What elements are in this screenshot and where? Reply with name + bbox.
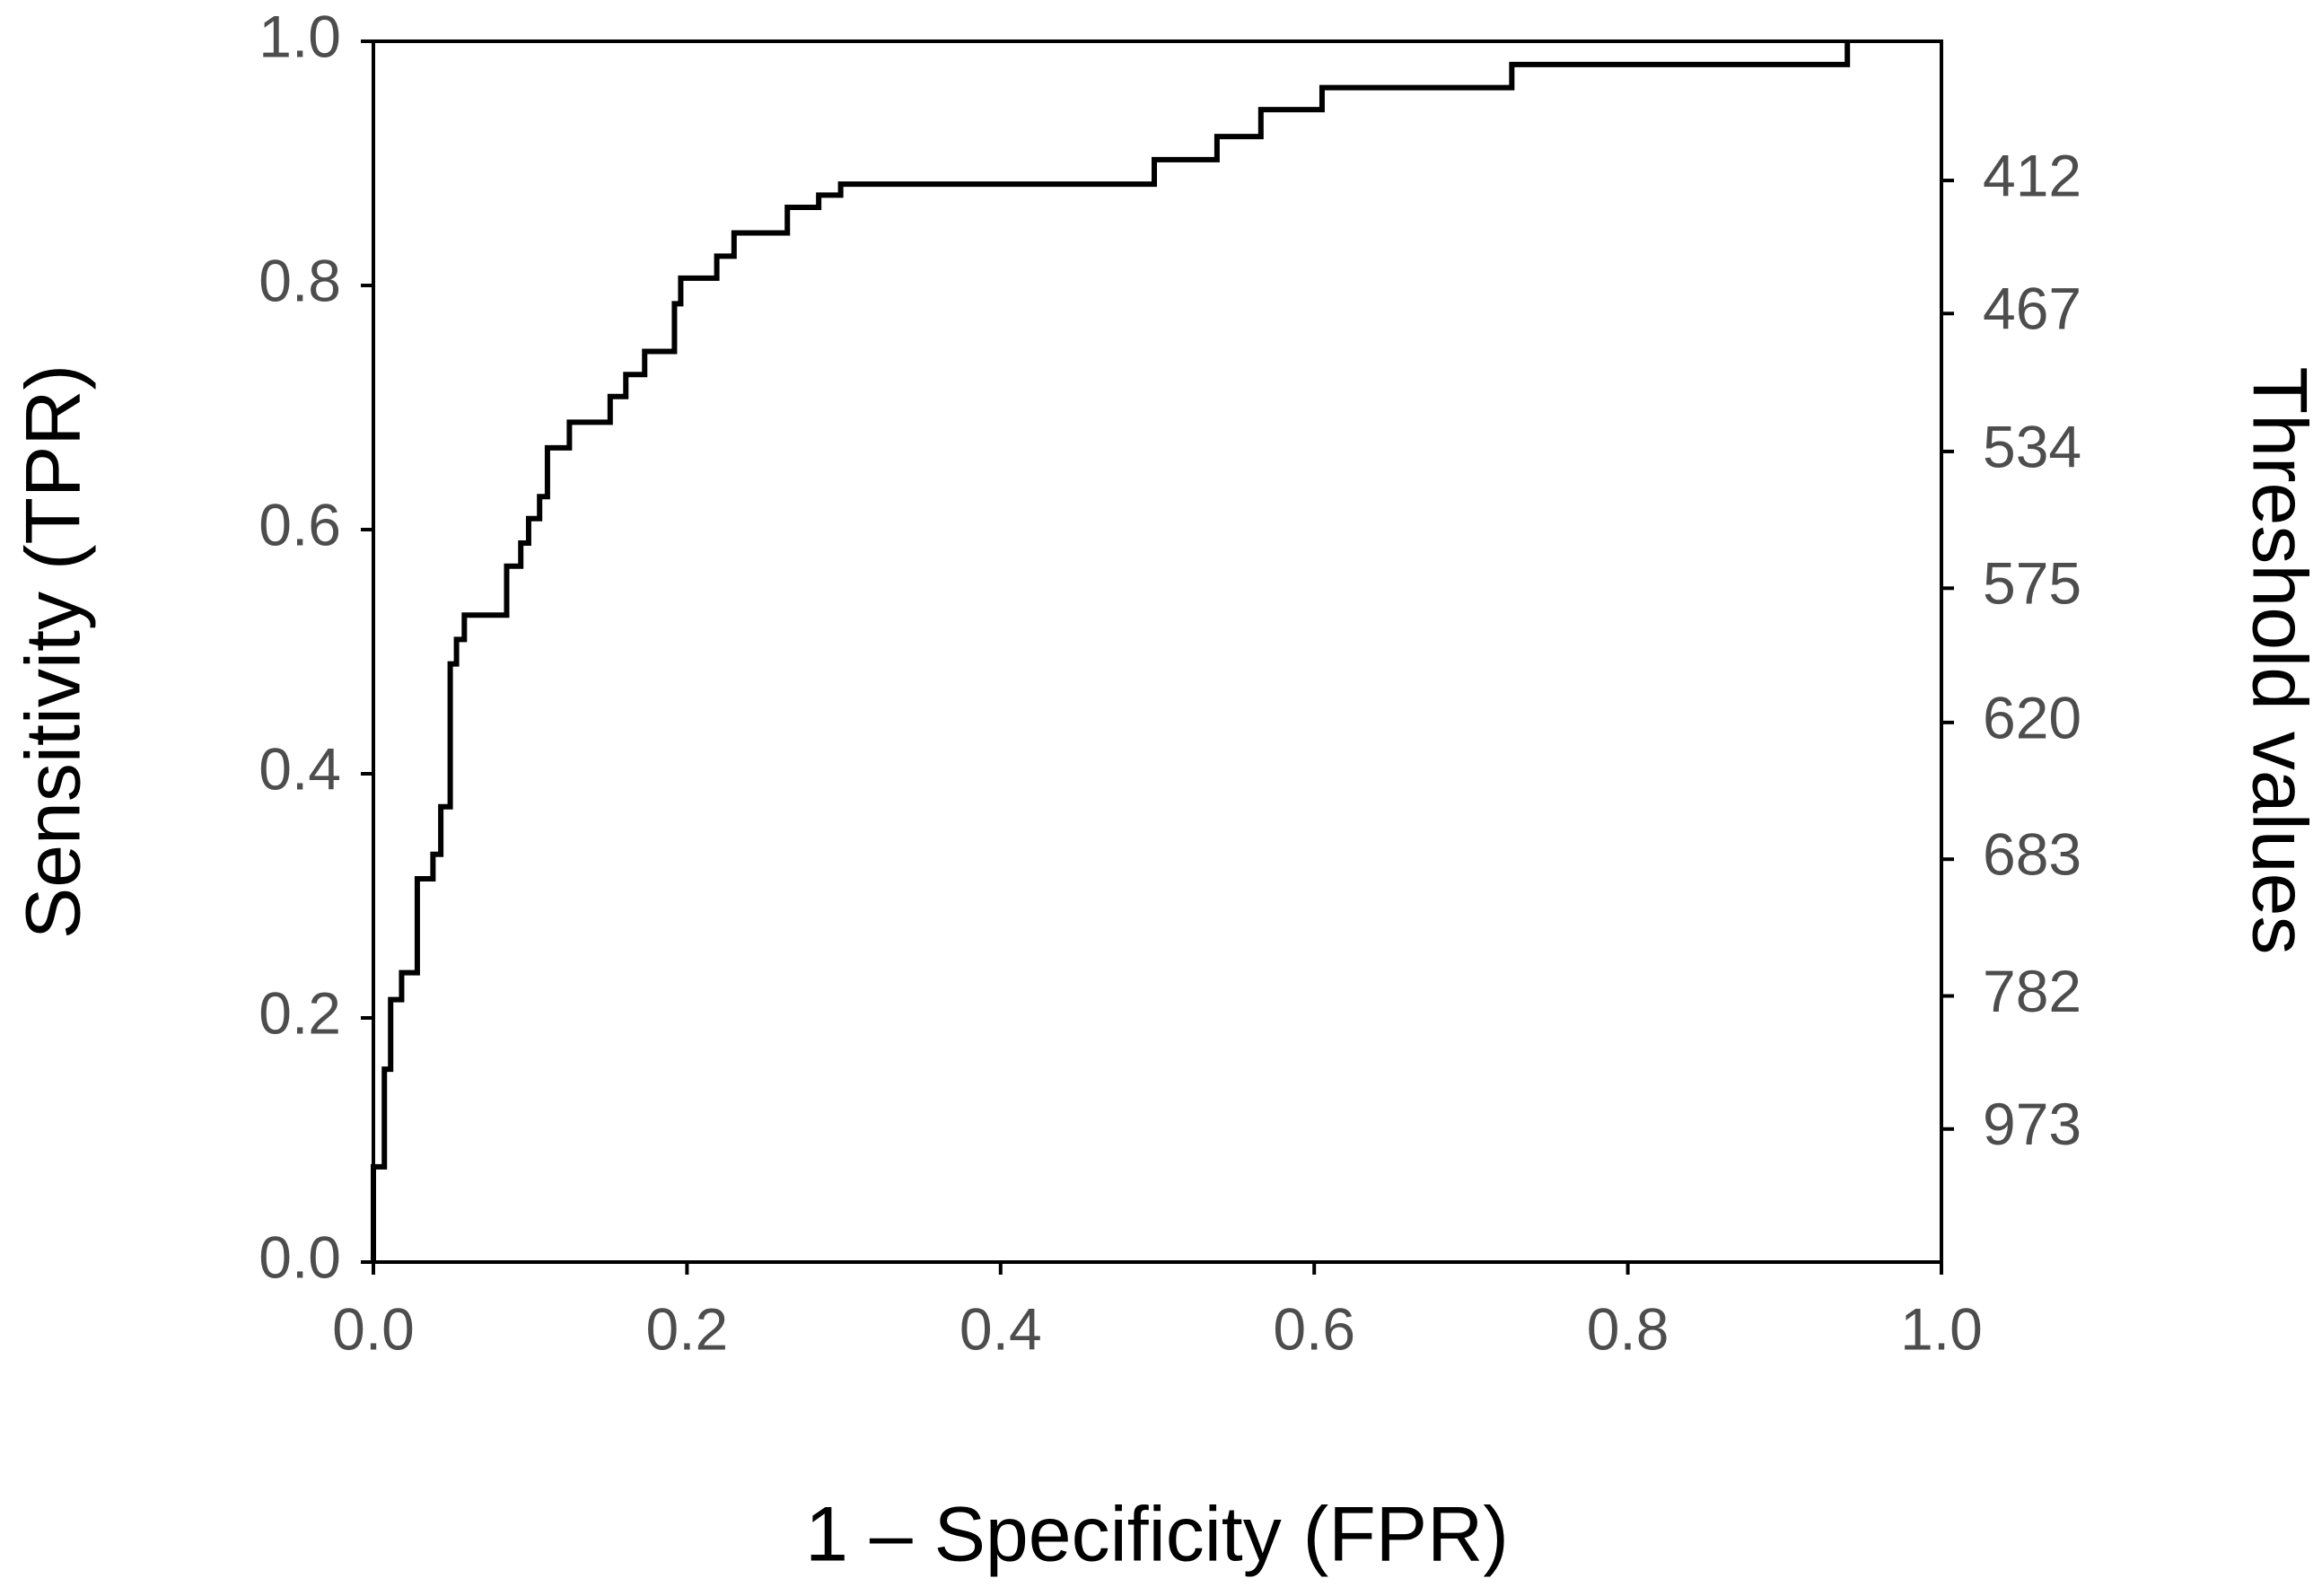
roc-curve: [371, 41, 1851, 1262]
y-tick-label: 0.0: [258, 1223, 341, 1290]
y2-tick-label: 683: [1983, 821, 2081, 888]
x-tick-label: 0.0: [332, 1295, 415, 1362]
y2-tick-label: 575: [1983, 550, 2081, 617]
y-tick-label: 0.6: [258, 491, 341, 557]
x-tick-label: 0.6: [1273, 1295, 1355, 1362]
y-tick-label: 0.4: [258, 735, 341, 802]
x-tick-label: 0.4: [959, 1295, 1042, 1362]
y2-axis-title: Threshold values: [2236, 367, 2322, 955]
y-axis-title: Sensitivity (TPR): [11, 364, 97, 939]
y2-tick-label: 620: [1983, 684, 2081, 750]
y2-tick-label: 534: [1983, 413, 2081, 479]
x-tick-label: 0.8: [1587, 1295, 1669, 1362]
y2-tick-label: 782: [1983, 958, 2081, 1024]
y2-tick-label: 412: [1983, 142, 2081, 208]
x-tick-label: 1.0: [1900, 1295, 1983, 1362]
y-tick-label: 0.8: [258, 247, 341, 313]
y-tick-label: 1.0: [258, 3, 341, 69]
y2-tick-label: 467: [1983, 276, 2081, 342]
x-axis-title: 1 – Specificity (FPR): [805, 1492, 1509, 1578]
y-tick-label: 0.2: [258, 979, 341, 1046]
x-tick-label: 0.2: [646, 1295, 729, 1362]
y2-tick-label: 973: [1983, 1091, 2081, 1157]
plot-frame: [372, 39, 1943, 1264]
